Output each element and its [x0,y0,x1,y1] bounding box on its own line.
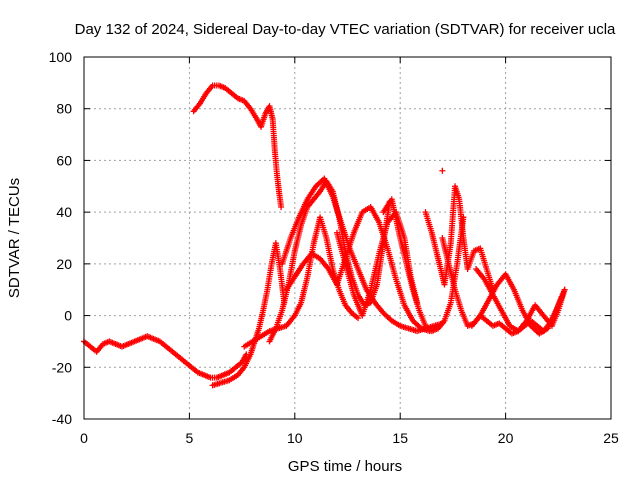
y-tick-label: -20 [52,359,72,375]
y-axis-title: SDTVAR / TECUs [6,178,23,298]
x-tick-label: 10 [287,430,303,446]
data-point [439,167,446,174]
y-tick-label: -40 [52,411,72,427]
series-s7 [283,203,433,335]
y-tick-label: 60 [56,152,72,168]
ticks-layer [83,56,612,420]
series-s1 [81,333,250,381]
plot-frame [83,56,612,420]
x-tick-label: 15 [392,430,408,446]
y-tick-label: 100 [49,49,73,65]
series-s9 [380,196,467,335]
x-tick-label: 0 [80,430,88,446]
series-s12 [473,266,568,335]
series-s14 [439,167,446,174]
x-tick-labels: 0 5 10 15 20 25 [80,430,619,446]
data-point [561,286,568,293]
y-tick-label: 40 [56,204,72,220]
x-axis-title: GPS time / hours [288,458,402,475]
y-tick-label: 0 [64,308,72,324]
x-tick-label: 20 [498,430,514,446]
series-s3 [209,240,288,389]
points-layer [81,82,568,389]
series-s13 [468,271,568,337]
y-tick-label: 80 [56,101,72,117]
x-tick-label: 5 [186,430,194,446]
y-tick-labels: -40 -20 0 20 40 60 80 100 [49,49,73,427]
y-tick-label: 20 [56,256,72,272]
series-s2 [190,82,285,210]
x-tick-label: 25 [603,430,619,446]
data-point [278,203,285,210]
data-point [355,315,362,322]
chart-title: Day 132 of 2024, Sidereal Day-to-day VTE… [75,21,616,38]
